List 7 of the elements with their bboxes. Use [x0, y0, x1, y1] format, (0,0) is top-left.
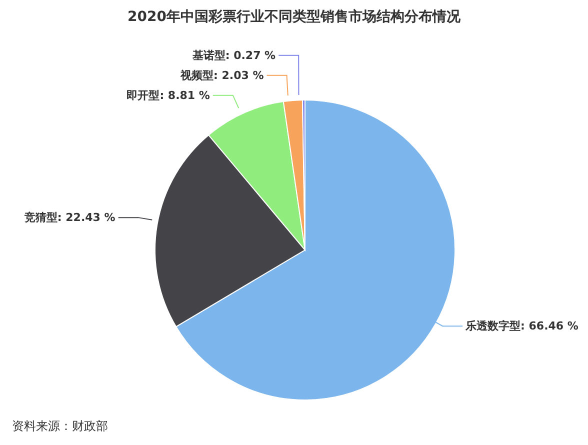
slice-label: 视频型: 2.03 %	[180, 68, 264, 82]
slice-label: 竞猜型: 22.43 %	[23, 211, 116, 224]
slice-label: 乐透数字型: 66.46 %	[464, 320, 578, 333]
slice-label: 基诺型: 0.27 %	[191, 48, 276, 62]
slice-label: 即开型: 8.81 %	[126, 88, 210, 102]
text: 资料来源：财政部	[12, 418, 108, 435]
chart-title: 2020年中国彩票行业不同类型销售市场结构分布情况	[126, 8, 462, 26]
